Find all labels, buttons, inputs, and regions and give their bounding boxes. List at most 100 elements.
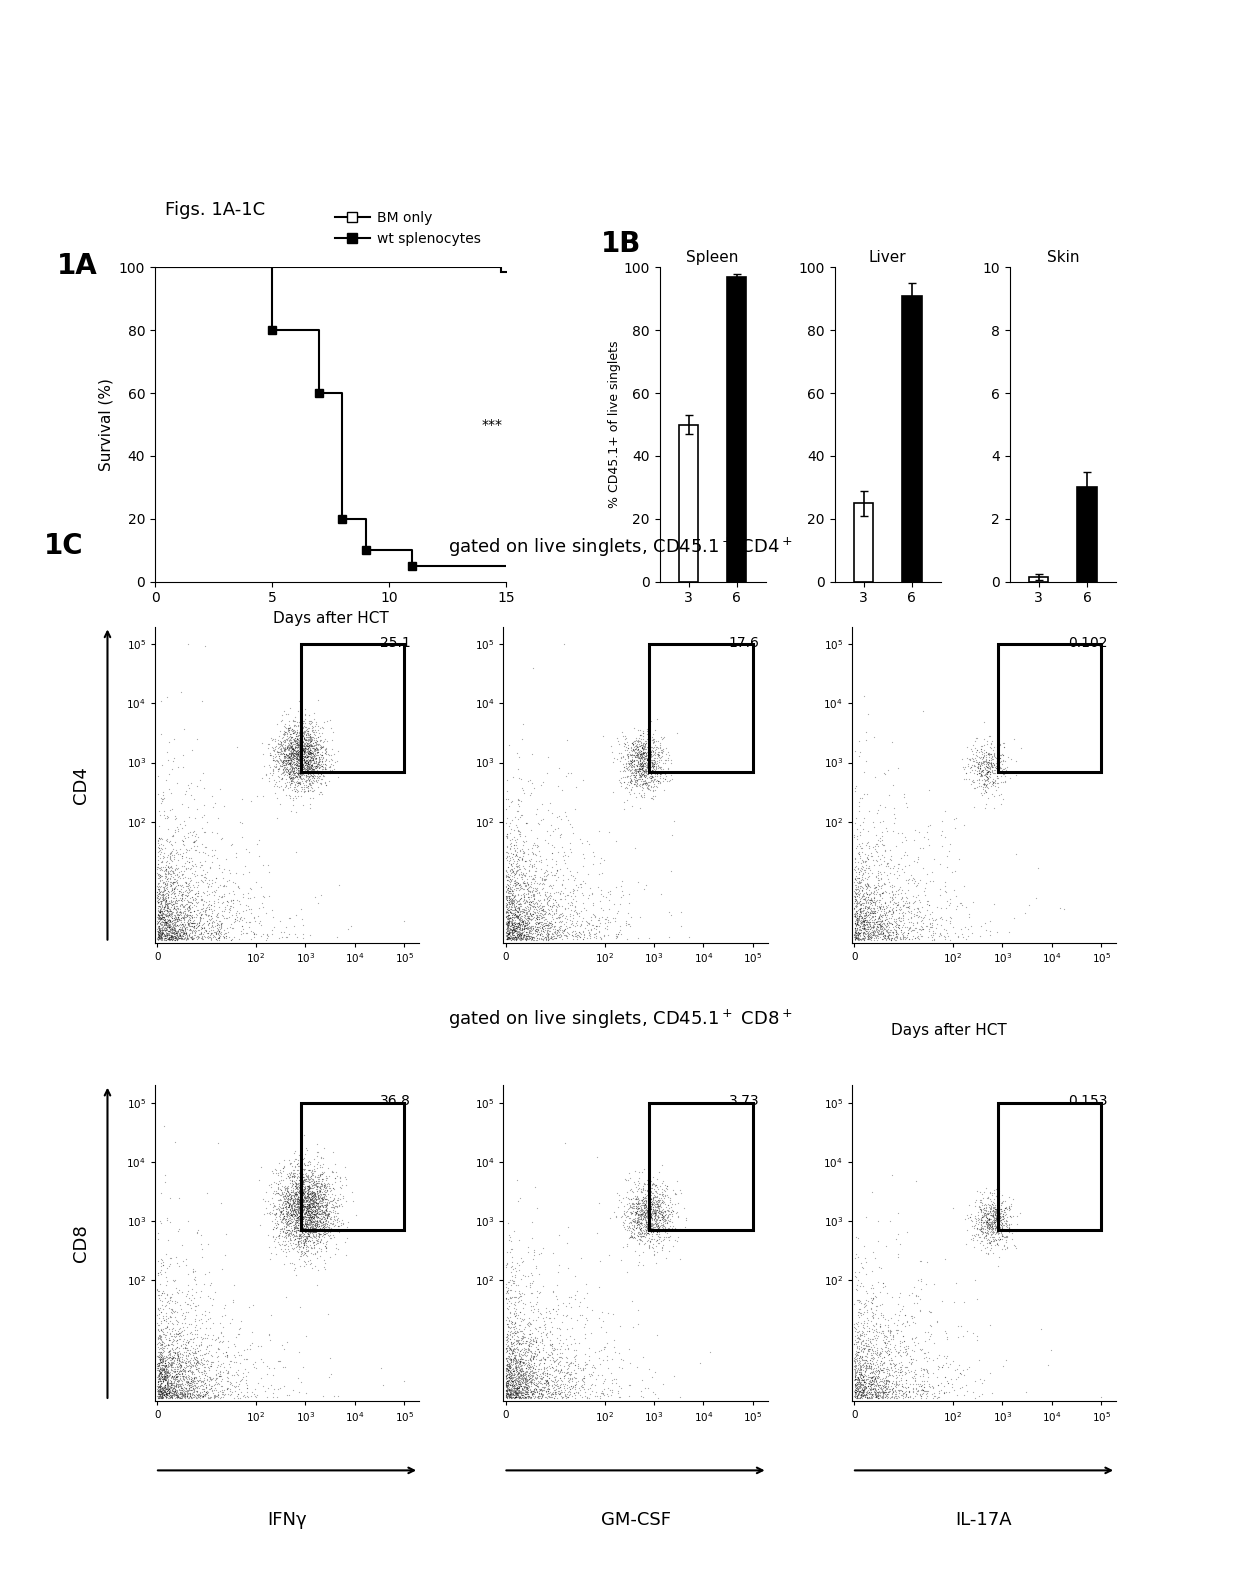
Point	[980, 751, 999, 776]
Bar	[854, 504, 873, 582]
Point	[285, 1163, 305, 1188]
Point	[288, 1187, 308, 1212]
Point	[305, 729, 325, 754]
Point	[308, 1212, 327, 1237]
Point	[551, 1374, 570, 1399]
Point	[637, 1220, 657, 1245]
Point	[847, 1339, 867, 1365]
Point	[155, 856, 175, 881]
Point	[497, 1352, 517, 1377]
Point	[510, 1352, 529, 1377]
Point	[295, 1204, 315, 1229]
Point	[286, 1217, 306, 1242]
Point	[641, 1193, 661, 1218]
Point	[290, 1169, 310, 1195]
Point	[161, 841, 181, 866]
Point	[299, 741, 319, 767]
Point	[310, 1204, 330, 1229]
Point	[990, 1217, 1009, 1242]
Point	[497, 1374, 517, 1399]
Point	[637, 1209, 657, 1234]
Point	[185, 1371, 205, 1396]
Point	[157, 1289, 177, 1314]
Point	[968, 1225, 988, 1250]
Point	[274, 1215, 294, 1240]
Point	[298, 1195, 317, 1220]
Point	[508, 1324, 528, 1349]
Point	[291, 1239, 311, 1264]
Point	[279, 1187, 299, 1212]
Point	[542, 847, 562, 872]
Point	[636, 1204, 656, 1229]
Point	[624, 748, 644, 773]
Point	[305, 1184, 325, 1209]
Point	[162, 1289, 182, 1314]
Point	[289, 729, 309, 754]
Point	[569, 1330, 589, 1355]
Point	[640, 760, 660, 785]
Point	[496, 1384, 516, 1409]
Point	[312, 1195, 332, 1220]
Point	[637, 1221, 657, 1247]
Point	[864, 922, 884, 948]
Point	[976, 774, 996, 800]
Point	[616, 743, 636, 768]
Point	[308, 759, 327, 784]
Point	[231, 1366, 250, 1391]
Point	[847, 908, 867, 933]
Point	[862, 1368, 882, 1393]
Point	[150, 899, 170, 924]
Point	[212, 1366, 232, 1391]
Point	[312, 1162, 332, 1187]
Point	[639, 729, 658, 754]
Point	[847, 889, 867, 914]
Point	[559, 1284, 579, 1310]
Point	[869, 907, 889, 932]
Point	[528, 894, 548, 919]
Point	[180, 1341, 200, 1366]
Point	[278, 721, 298, 746]
Point	[621, 1215, 641, 1240]
Point	[309, 1220, 329, 1245]
Point	[635, 1171, 655, 1196]
Point	[529, 1365, 549, 1390]
Point	[551, 1382, 570, 1407]
Point	[858, 1384, 878, 1409]
Point	[280, 1192, 300, 1217]
Point	[294, 754, 314, 779]
Point	[164, 859, 184, 885]
Point	[285, 1210, 305, 1236]
Point	[625, 737, 645, 762]
Point	[520, 1355, 539, 1380]
Point	[649, 1185, 668, 1210]
Point	[880, 919, 900, 944]
Point	[304, 1209, 324, 1234]
Point	[166, 897, 186, 922]
Point	[160, 924, 180, 949]
Point	[198, 1355, 218, 1380]
Point	[521, 847, 541, 872]
Point	[500, 1300, 520, 1325]
Point	[290, 732, 310, 757]
Point	[543, 892, 563, 918]
Point	[496, 1373, 516, 1398]
Point	[546, 1377, 565, 1402]
Point	[637, 752, 657, 778]
Point	[155, 908, 175, 933]
Point	[982, 1220, 1002, 1245]
Point	[185, 858, 205, 883]
Point	[160, 1350, 180, 1376]
Point	[511, 926, 531, 951]
Point	[314, 1174, 334, 1199]
Point	[177, 1373, 197, 1398]
Point	[298, 1198, 317, 1223]
Point	[166, 927, 186, 952]
Point	[622, 760, 642, 785]
Point	[528, 1384, 548, 1409]
Point	[521, 885, 541, 910]
Point	[304, 1225, 324, 1250]
Point	[508, 899, 528, 924]
Point	[525, 918, 544, 943]
Point	[304, 1185, 324, 1210]
Point	[211, 826, 231, 852]
